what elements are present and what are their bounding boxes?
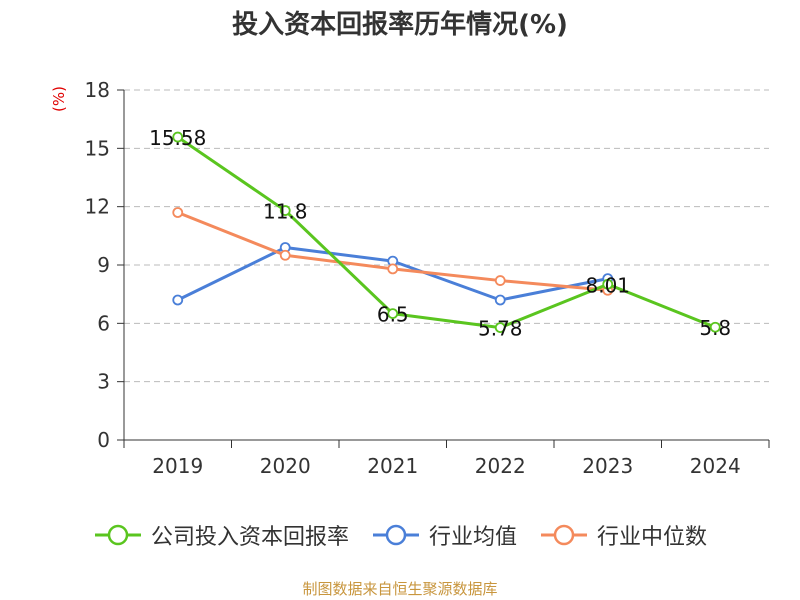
data-label: 15.58: [149, 126, 206, 150]
series-line: [177, 211, 608, 292]
data-point: [709, 321, 721, 333]
chart-title: 投入资本回报率历年情况(%): [232, 10, 568, 40]
y-tick-label: 0: [97, 428, 110, 452]
y-tick-label: 9: [97, 253, 110, 277]
x-tick-label: 2020: [260, 454, 311, 478]
legend-item-industry-median[interactable]: 行业中位数: [539, 519, 707, 551]
data-point: [172, 294, 184, 306]
y-tick-label: 18: [85, 78, 110, 102]
x-tick-label: 2021: [367, 454, 418, 478]
data-source-note: 制图数据来自恒生聚源数据库: [302, 580, 498, 598]
x-tick-label: 2023: [582, 454, 633, 478]
data-label: 11.8: [263, 200, 308, 224]
y-tick-label: 3: [97, 370, 110, 394]
legend-swatch-company: [94, 524, 141, 546]
data-label: 5.78: [478, 317, 523, 341]
legend-item-industry-average[interactable]: 行业均值: [371, 519, 517, 551]
data-point: [279, 205, 291, 216]
x-tick-label: 2019: [152, 454, 203, 478]
data-point: [494, 322, 506, 334]
legend-label-company: 公司投入资本回报率: [150, 525, 349, 550]
legend-item-company[interactable]: 公司投入资本回报率: [93, 519, 349, 551]
data-point: [172, 131, 184, 143]
x-tick-label: 2024: [690, 454, 741, 478]
data-label: 8.01: [585, 273, 630, 297]
y-tick-label: 15: [85, 136, 110, 160]
legend-swatch-industry-average: [372, 524, 419, 546]
data-point: [494, 294, 506, 306]
data-point: [494, 275, 506, 286]
legend: 公司投入资本回报率 行业均值 行业中位数: [0, 519, 800, 551]
y-tick-label: 12: [85, 195, 110, 219]
data-point: [279, 249, 291, 261]
series-line: [176, 135, 716, 330]
data-point: [387, 308, 399, 320]
data-point: [602, 278, 614, 290]
y-tick-label: 6: [97, 311, 110, 335]
legend-swatch-industry-median: [541, 524, 587, 546]
x-tick-label: 2022: [475, 454, 526, 478]
legend-label-industry-average: 行业均值: [428, 525, 517, 550]
legend-label-industry-median: 行业中位数: [597, 525, 708, 550]
data-label: 5.8: [699, 316, 731, 340]
data-label: 6.5: [377, 303, 409, 327]
data-point: [172, 207, 184, 218]
data-point: [387, 263, 399, 275]
